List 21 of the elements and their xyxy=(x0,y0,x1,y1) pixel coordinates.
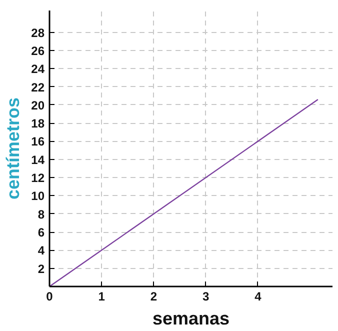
x-tick-label: 0 xyxy=(46,290,54,304)
y-tick-label: 2 xyxy=(38,262,45,276)
y-tick-label: 22 xyxy=(31,80,45,94)
y-tick-label: 8 xyxy=(38,207,45,222)
x-axis-title: semanas xyxy=(152,308,230,328)
y-tick-label: 28 xyxy=(31,26,45,40)
y-tick-label: 16 xyxy=(31,134,45,149)
y-tick-label: 6 xyxy=(38,226,45,240)
y-axis-title: centímetros xyxy=(3,97,24,200)
y-tick-label: 4 xyxy=(38,244,45,258)
y-tick-label: 26 xyxy=(31,44,45,58)
x-tick-label: 1 xyxy=(98,290,106,304)
y-tick-label: 20 xyxy=(31,98,45,112)
y-tick-label: 12 xyxy=(31,171,45,186)
y-tick-label: 18 xyxy=(31,116,45,131)
x-tick-label: 3 xyxy=(202,290,210,304)
y-tick-label: 24 xyxy=(31,62,45,76)
y-tick-label: 10 xyxy=(31,189,45,204)
x-tick-label: 4 xyxy=(254,290,262,304)
y-tick-label: 14 xyxy=(31,152,45,167)
x-tick-label: 2 xyxy=(150,290,158,304)
